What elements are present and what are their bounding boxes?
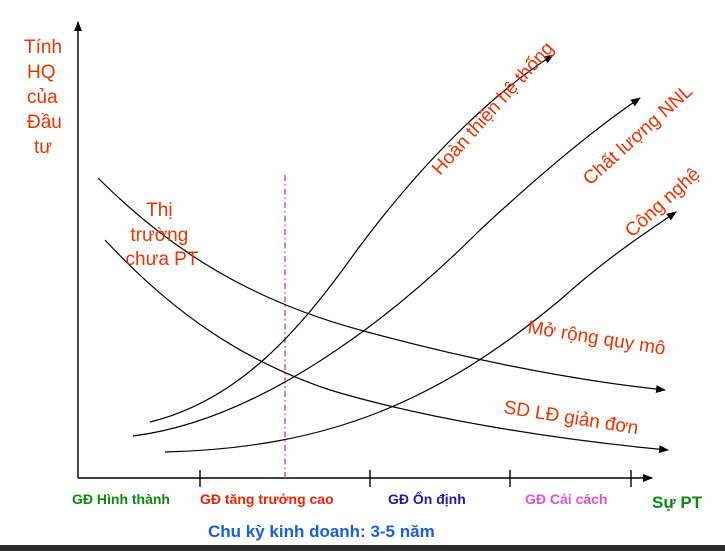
stage-label-reform: GĐ Cải cách bbox=[525, 491, 607, 507]
curve-technology bbox=[164, 211, 677, 453]
curve-system bbox=[149, 54, 554, 423]
y-axis-label: Tính HQ của Đầu tư bbox=[24, 37, 67, 158]
cycle-caption: Chu kỳ kinh doanh: 3-5 năm bbox=[208, 522, 435, 541]
curve-hr-quality bbox=[132, 97, 641, 437]
curve-label-technology: Công nghệ bbox=[621, 164, 704, 242]
market-note-label: Thị trường chưa PT bbox=[126, 200, 199, 270]
x-axis-label: Sự PT bbox=[652, 493, 703, 512]
curve-label-system: Hoàn thiện hệ thống bbox=[428, 38, 558, 179]
curve-label-scale: Mở rộng quy mô bbox=[526, 317, 667, 360]
stage-label-formation: GĐ Hình thành bbox=[72, 491, 170, 507]
stage-label-stable: GĐ Ổn định bbox=[388, 490, 466, 507]
curve-label-simple-labor: SD LĐ giản đơn bbox=[502, 397, 640, 439]
curve-scale bbox=[97, 177, 666, 394]
curve-simple-labor bbox=[104, 239, 669, 454]
bottom-border bbox=[0, 545, 725, 551]
stage-label-high-growth: GĐ tăng trưởng cao bbox=[200, 491, 334, 507]
